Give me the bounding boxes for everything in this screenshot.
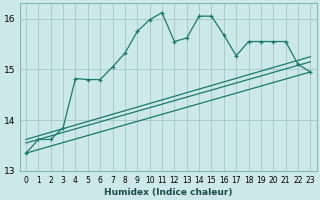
X-axis label: Humidex (Indice chaleur): Humidex (Indice chaleur)	[104, 188, 232, 197]
